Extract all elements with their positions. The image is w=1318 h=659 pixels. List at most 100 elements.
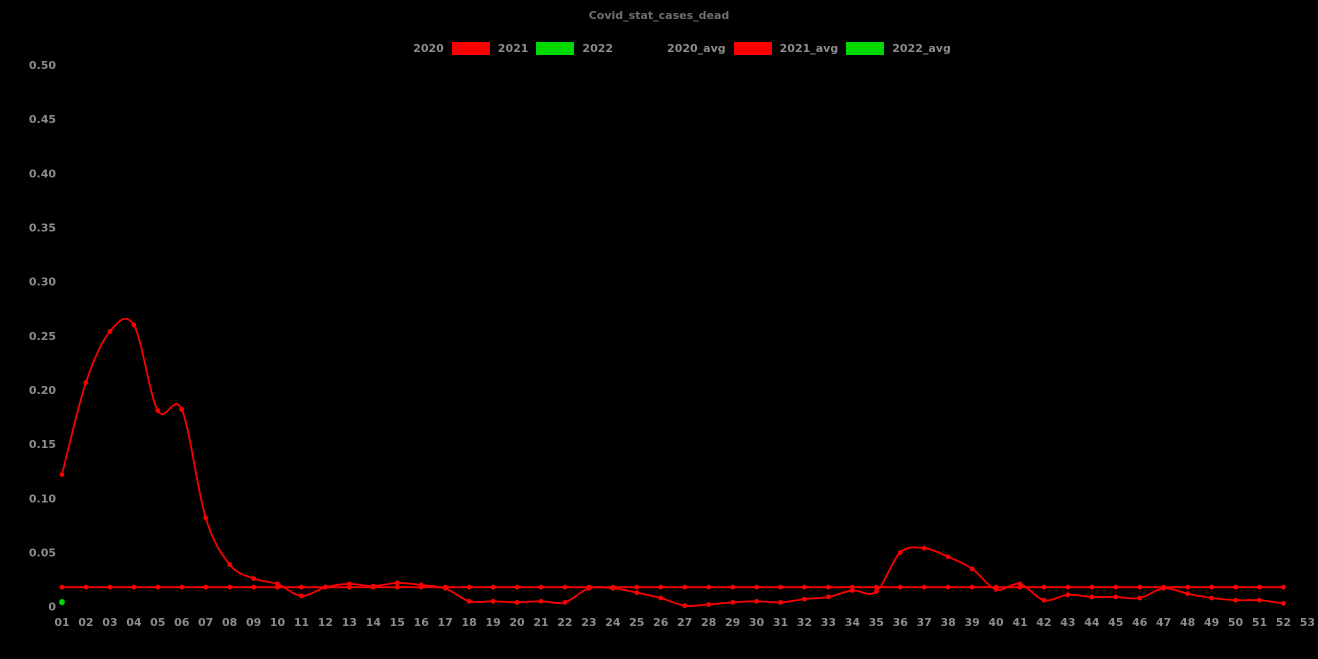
- y-tick-label: 0.50: [29, 59, 56, 72]
- series-2021-marker: [826, 594, 831, 600]
- x-tick-label: 48: [1180, 616, 1195, 629]
- series-2021-marker: [155, 408, 161, 413]
- x-tick-label: 37: [917, 616, 932, 629]
- y-tick-label: 0.20: [29, 384, 56, 397]
- series-2021_avg-marker: [323, 584, 328, 590]
- series-2021_avg-marker: [969, 584, 975, 590]
- series-2021_avg-marker: [1017, 584, 1023, 590]
- series-2021_avg-marker: [921, 584, 927, 590]
- series-2021-marker: [1281, 601, 1286, 606]
- x-tick-label: 03: [102, 616, 117, 629]
- series-2021-marker: [634, 590, 640, 596]
- series-2021-marker: [59, 472, 65, 477]
- series-2021_avg-marker: [562, 584, 568, 590]
- x-tick-label: 10: [270, 616, 286, 629]
- series-2021-marker: [897, 550, 903, 555]
- series-2021-marker: [179, 407, 185, 412]
- x-tick-label: 35: [869, 616, 884, 629]
- x-tick-label: 33: [821, 616, 836, 629]
- legend-label-2021_avg: 2021_avg: [779, 42, 839, 55]
- series-2021_avg-marker: [538, 584, 544, 590]
- series-2021_avg-marker: [275, 584, 280, 590]
- x-tick-label: 14: [366, 616, 382, 629]
- x-tick-label: 31: [773, 616, 788, 629]
- series-2021-marker: [1137, 595, 1143, 601]
- series-2021-marker: [490, 598, 496, 604]
- x-tick-label: 30: [749, 616, 765, 629]
- series-2021-marker: [682, 603, 688, 609]
- series-2021_avg-marker: [754, 584, 759, 590]
- series-2021-marker: [873, 589, 879, 594]
- series-2021-marker: [1041, 597, 1047, 603]
- series-2021_avg-marker: [826, 584, 831, 590]
- series-2021_avg: [59, 584, 1286, 590]
- series-2021-marker: [394, 580, 400, 586]
- legend-label-2020_avg: 2020_avg: [667, 42, 726, 55]
- series-2021_avg-marker: [299, 584, 304, 590]
- x-tick-label: 26: [653, 616, 669, 629]
- legend-label-2021: 2021: [497, 42, 529, 55]
- series-2021-line: [61, 317, 1285, 607]
- series-2022_avg-marker: [59, 599, 65, 605]
- x-tick-label: 02: [78, 616, 93, 629]
- x-tick-label: 44: [1084, 616, 1100, 629]
- series-2021-marker: [131, 322, 137, 328]
- x-tick-label: 51: [1252, 616, 1267, 629]
- x-tick-label: 41: [1012, 616, 1027, 629]
- x-tick-label: 50: [1228, 616, 1244, 629]
- x-tick-label: 16: [414, 616, 430, 629]
- series-2021-marker: [658, 595, 664, 601]
- series-2021-marker: [466, 598, 472, 604]
- series-2021-marker: [754, 598, 759, 604]
- series-2021_avg-marker: [1257, 584, 1262, 590]
- x-tick-label: 15: [390, 616, 405, 629]
- y-tick-label: 0.25: [29, 330, 56, 343]
- series-2021_avg-marker: [945, 584, 951, 590]
- series-2021_avg-marker: [155, 584, 161, 590]
- x-tick-label: 32: [797, 616, 812, 629]
- x-tick-label: 36: [893, 616, 909, 629]
- series-2022_avg: [59, 599, 65, 605]
- series-2021-marker: [83, 380, 89, 385]
- series-2021_avg-marker: [658, 584, 664, 590]
- series-2021_avg-marker: [586, 584, 592, 590]
- x-tick-label: 06: [174, 616, 190, 629]
- x-tick-label: 13: [342, 616, 357, 629]
- legend-swatch-2022: [536, 42, 575, 55]
- series-2021_avg-marker: [1041, 584, 1047, 590]
- y-tick-label: 0.35: [29, 222, 56, 235]
- series-2021_avg-marker: [1161, 584, 1167, 590]
- series-2021_avg-marker: [1137, 584, 1143, 590]
- x-tick-label: 47: [1156, 616, 1171, 629]
- series-2021: [59, 317, 1286, 609]
- series-2021_avg-marker: [251, 584, 256, 590]
- x-tick-label: 23: [581, 616, 596, 629]
- series-2021-marker: [1209, 595, 1214, 601]
- y-tick-label: 0: [48, 601, 56, 614]
- series-2021_avg-marker: [849, 584, 855, 590]
- x-tick-label: 34: [845, 616, 861, 629]
- series-2021_avg-marker: [370, 584, 376, 590]
- x-tick-label: 18: [461, 616, 476, 629]
- x-tick-label: 12: [318, 616, 333, 629]
- series-2021-marker: [1089, 594, 1095, 600]
- series-2021_avg-marker: [514, 584, 520, 590]
- legend-swatch-2021: [451, 42, 490, 55]
- x-tick-label: 17: [438, 616, 453, 629]
- series-2021_avg-marker: [706, 584, 712, 590]
- x-tick-label: 11: [294, 616, 309, 629]
- series-2021_avg-marker: [1113, 584, 1119, 590]
- series-2021-marker: [969, 566, 975, 572]
- series-2021_avg-marker: [59, 584, 65, 590]
- series-2021-marker: [945, 554, 951, 560]
- legend-label-2022: 2022: [582, 42, 614, 55]
- series-2021_avg-marker: [1065, 584, 1071, 590]
- legend-swatch-2021_avg: [733, 42, 772, 55]
- series-2021_avg-marker: [418, 584, 424, 590]
- series-2021-marker: [562, 599, 568, 605]
- x-tick-label: 07: [198, 616, 213, 629]
- x-tick-label: 40: [988, 616, 1004, 629]
- x-tick-label: 01: [54, 616, 69, 629]
